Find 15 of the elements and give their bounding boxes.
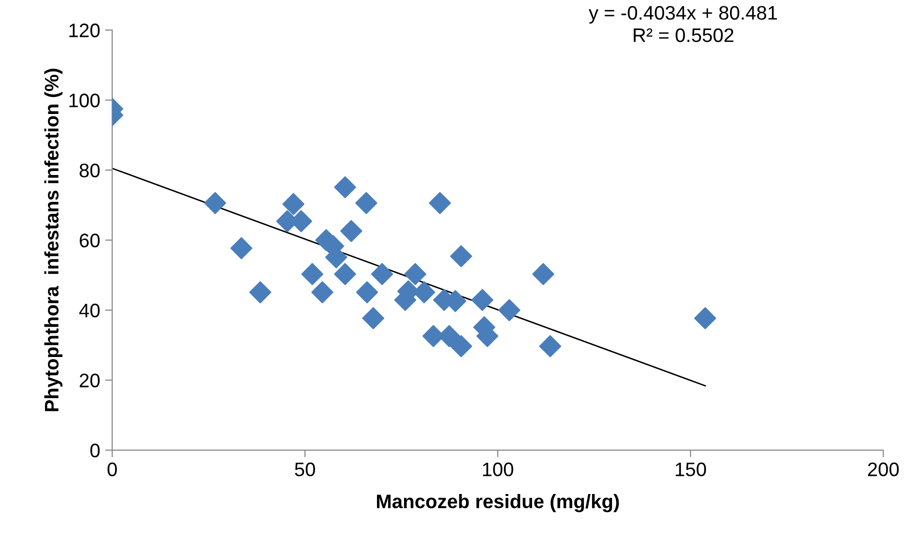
y-tick-label: 100 (69, 94, 100, 108)
y-tick-label: 80 (80, 164, 100, 178)
y-tick-label: 0 (90, 444, 100, 458)
x-tick-label: 150 (676, 462, 706, 476)
annotation: y = -0.4034x + 80.481 R² = 0.5502 (588, 6, 777, 42)
x-axis-title: Mancozeb residue (mg/kg) (376, 494, 619, 512)
x-tick-label: 200 (868, 462, 899, 476)
y-tick-label: 20 (80, 374, 100, 388)
x-tick-label: 50 (294, 462, 316, 476)
y-axis-title: Phytophthora infestans infection (%) (44, 68, 62, 412)
y-tick-label: 60 (80, 234, 100, 248)
y-tick-label: 120 (69, 24, 100, 38)
y-tick-label: 40 (79, 304, 100, 318)
x-tick-label: 0 (108, 462, 117, 476)
x-tick-label: 100 (483, 462, 514, 476)
